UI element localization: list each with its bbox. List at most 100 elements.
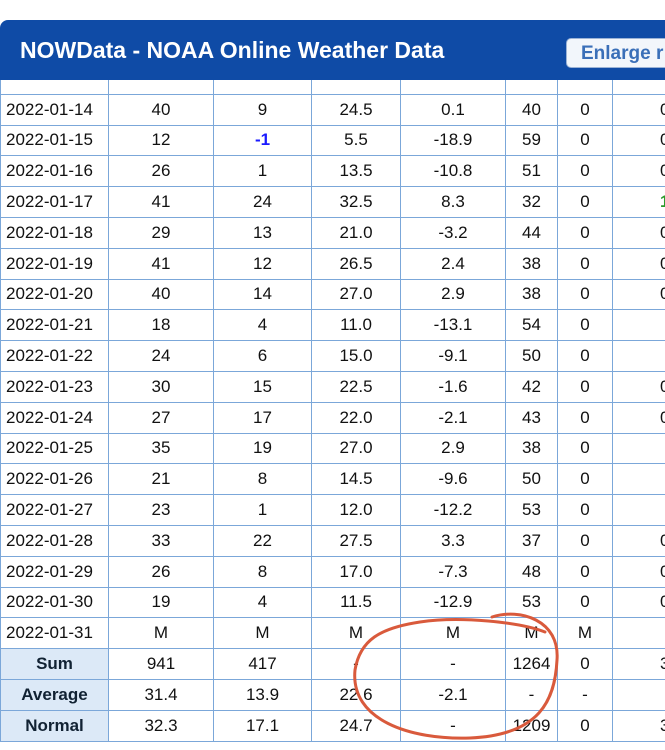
cell	[612, 463, 665, 496]
cell: 22.6	[311, 678, 401, 711]
cell: 22	[213, 524, 312, 557]
cell: 2022-01-26	[0, 463, 109, 496]
cell: 13.9	[213, 678, 312, 711]
cell: 33	[108, 524, 214, 557]
cell: 11.5	[311, 586, 401, 619]
cell: 0.1	[400, 93, 506, 126]
cell: 32	[505, 186, 558, 218]
cell: 4	[213, 586, 312, 619]
enlarge-button[interactable]: Enlarge r	[566, 38, 665, 68]
cell: 6	[213, 340, 312, 372]
cell: 23	[108, 494, 214, 526]
cell: 0	[557, 555, 613, 588]
cell: 50	[505, 340, 558, 372]
cell: 1	[213, 155, 312, 188]
data-row: 2022-01-21 18 4 11.0 -13.1 54 0	[0, 309, 665, 342]
cell: 19	[213, 432, 312, 465]
cell: -12.9	[400, 586, 506, 619]
cell	[612, 432, 665, 465]
cell: 17	[213, 401, 312, 434]
cell: -2.1	[400, 401, 506, 434]
cell: 0	[557, 155, 613, 188]
cell: 2022-01-15	[0, 124, 109, 157]
cell: 2022-01-18	[0, 216, 109, 249]
cell: 24	[213, 186, 312, 218]
cell: 54	[505, 309, 558, 342]
cell: 13.5	[311, 155, 401, 188]
cell: M	[108, 617, 214, 650]
cell: 0	[612, 155, 665, 188]
cell: 40	[108, 93, 214, 126]
cell: 27	[108, 401, 214, 434]
cell: 4	[213, 309, 312, 342]
cell: 0	[557, 401, 613, 434]
cell: 1	[612, 186, 665, 218]
cell: -	[557, 678, 613, 711]
cell: 38	[505, 247, 558, 280]
cell: 24	[108, 340, 214, 372]
cell: 0	[557, 648, 613, 680]
cell: 0	[612, 555, 665, 588]
cell: 0	[612, 93, 665, 126]
cell: -2.1	[400, 678, 506, 711]
cell: 13	[213, 216, 312, 249]
cell: -	[400, 709, 506, 742]
cell: 1	[213, 494, 312, 526]
data-row: 2022-01-31 M M M M M M	[0, 617, 665, 650]
cell: 2022-01-14	[0, 93, 109, 126]
partial-row	[0, 80, 665, 95]
cell: 51	[505, 155, 558, 188]
data-row: 2022-01-25 35 19 27.0 2.9 38 0	[0, 432, 665, 465]
cell: 0	[557, 124, 613, 157]
summary-row: Average 31.4 13.9 22.6 -2.1- -	[0, 678, 665, 711]
cell: 2022-01-19	[0, 247, 109, 280]
cell: 27.5	[311, 524, 401, 557]
data-row: 2022-01-26 21 8 14.5 -9.6 50 0	[0, 463, 665, 496]
cell: 2022-01-23	[0, 370, 109, 403]
cell: 42	[505, 370, 558, 403]
cell: 0	[557, 370, 613, 403]
cell: 0	[557, 340, 613, 372]
cell: 0	[612, 278, 665, 311]
cell: 27.0	[311, 278, 401, 311]
cell: 44	[505, 216, 558, 249]
cell: 0	[612, 524, 665, 557]
cell: 2.9	[400, 432, 506, 465]
cell: 30	[108, 370, 214, 403]
cell: 0	[557, 463, 613, 496]
cell: 32.3	[108, 709, 214, 742]
cell	[612, 309, 665, 342]
cell: 2022-01-31	[0, 617, 109, 650]
data-row: 2022-01-22 24 6 15.0 -9.1 50 0	[0, 340, 665, 372]
cell: 0	[557, 216, 613, 249]
cell: 0	[557, 93, 613, 126]
cell: 2022-01-30	[0, 586, 109, 619]
cell: 2022-01-17	[0, 186, 109, 218]
cell: M	[311, 617, 401, 650]
cell: 48	[505, 555, 558, 588]
cell	[612, 617, 665, 650]
cell: -9.1	[400, 340, 506, 372]
table-container: 2022-01-1440924.50.140002022-01-1512-15.…	[0, 80, 665, 750]
cell: 21.0	[311, 216, 401, 249]
cell: 22.5	[311, 370, 401, 403]
cell: 11.0	[311, 309, 401, 342]
cell: M	[213, 617, 312, 650]
cell: -10.8	[400, 155, 506, 188]
cell: 41	[108, 186, 214, 218]
cell: 2022-01-21	[0, 309, 109, 342]
cell: 0	[612, 247, 665, 280]
cell: 38	[505, 278, 558, 311]
title: NOWData - NOAA Online Weather Data	[20, 37, 445, 63]
cell: M	[505, 617, 558, 650]
cell: 18	[108, 309, 214, 342]
cell: 12.0	[311, 494, 401, 526]
